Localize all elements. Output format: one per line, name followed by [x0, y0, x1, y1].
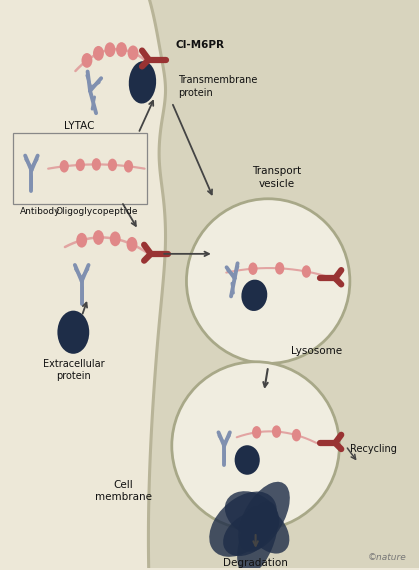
Circle shape [92, 158, 101, 170]
Ellipse shape [223, 511, 273, 556]
Circle shape [383, 405, 405, 435]
Text: Extracellular
protein: Extracellular protein [42, 359, 104, 381]
Circle shape [292, 429, 301, 441]
Ellipse shape [238, 482, 290, 552]
Circle shape [272, 425, 281, 438]
Text: Antibody: Antibody [20, 207, 60, 216]
Ellipse shape [209, 491, 277, 557]
Ellipse shape [186, 199, 350, 364]
Text: Cell
membrane: Cell membrane [95, 480, 152, 502]
Ellipse shape [172, 362, 339, 530]
Circle shape [76, 233, 87, 247]
Circle shape [310, 312, 318, 324]
Ellipse shape [241, 280, 267, 311]
Circle shape [294, 126, 309, 146]
Circle shape [124, 160, 133, 173]
Circle shape [275, 262, 284, 275]
Text: LYTAC: LYTAC [65, 121, 95, 131]
Text: Transmembrane
protein: Transmembrane protein [178, 75, 257, 97]
Circle shape [302, 265, 311, 278]
Text: Transport
vesicle: Transport vesicle [252, 166, 301, 189]
Circle shape [321, 434, 333, 451]
Ellipse shape [237, 502, 278, 570]
Circle shape [127, 46, 138, 60]
Ellipse shape [245, 506, 290, 553]
Circle shape [342, 231, 354, 246]
Text: Recycling: Recycling [350, 443, 397, 454]
Ellipse shape [225, 491, 279, 538]
Circle shape [389, 152, 416, 189]
Text: Oligoglycopeptide: Oligoglycopeptide [55, 207, 137, 216]
Circle shape [110, 231, 121, 246]
Circle shape [57, 311, 89, 354]
Circle shape [59, 160, 69, 173]
Circle shape [93, 46, 104, 60]
Ellipse shape [129, 61, 156, 104]
Circle shape [81, 53, 92, 68]
Circle shape [93, 230, 104, 245]
Circle shape [310, 17, 344, 63]
Circle shape [104, 42, 116, 57]
Circle shape [370, 80, 393, 112]
Text: CI-M6PR: CI-M6PR [176, 40, 225, 50]
Text: Lysosome: Lysosome [291, 346, 342, 356]
Circle shape [116, 42, 127, 57]
Circle shape [127, 237, 137, 252]
Ellipse shape [235, 445, 260, 475]
Circle shape [407, 478, 419, 499]
Text: ©nature: ©nature [368, 553, 406, 562]
Circle shape [385, 271, 403, 296]
Circle shape [76, 158, 85, 171]
Circle shape [248, 262, 258, 275]
Polygon shape [148, 0, 419, 570]
Circle shape [252, 426, 261, 438]
Text: Degradation: Degradation [223, 557, 288, 568]
Circle shape [296, 492, 307, 507]
Circle shape [357, 359, 372, 380]
Circle shape [108, 158, 117, 171]
